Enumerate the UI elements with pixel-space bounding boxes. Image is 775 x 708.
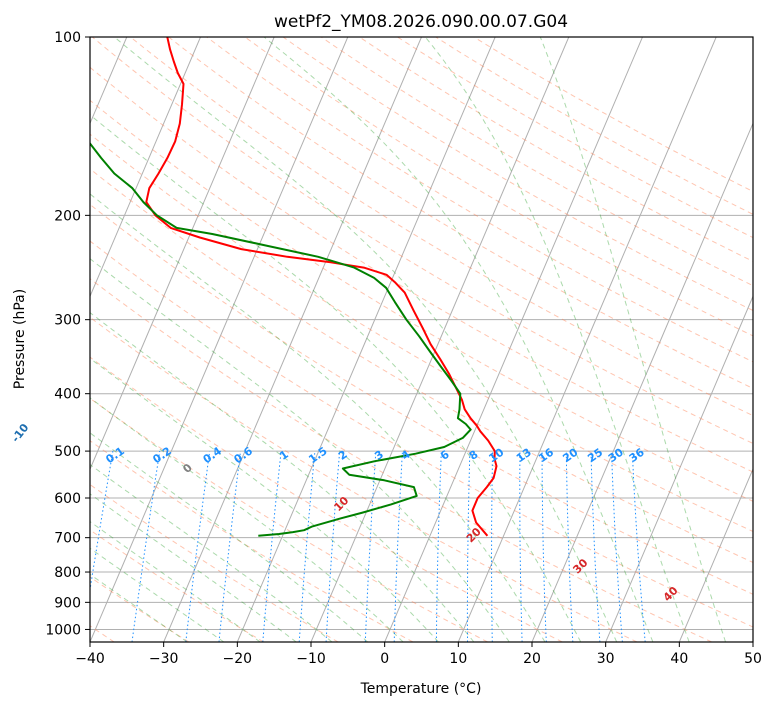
x-tick-label: 0: [380, 651, 389, 667]
dry-adiabat-line: [91, 37, 753, 445]
chart-title: wetPf2_YM08.2026.090.00.07.G04: [274, 12, 568, 32]
isotherm-line: [457, 37, 717, 642]
dry-adiabat-line: [90, 99, 753, 502]
moist-adiabat-line: [90, 357, 439, 642]
isotherm-line: [236, 37, 496, 642]
dry-adiabat-line: [90, 240, 753, 628]
isotherm-line: [605, 295, 753, 642]
y-tick-label: 800: [54, 565, 81, 581]
moist-adiabat-line: [90, 463, 333, 642]
moist-adiabat-line: [90, 397, 404, 642]
isotherm-line: [531, 122, 753, 642]
isotherm-line: [90, 37, 349, 642]
x-tick-label: −40: [75, 651, 105, 667]
mixing-ratio-line: [131, 451, 161, 642]
moist-adiabat-line: [114, 37, 618, 642]
x-tick-label: −30: [149, 651, 179, 667]
x-tick-label: −10: [296, 651, 326, 667]
moist-adiabat-line: [90, 573, 188, 642]
dry-adiabat-line: [90, 440, 414, 642]
dry-adiabat-line: [130, 37, 753, 417]
y-tick-label: 300: [54, 313, 81, 329]
mixing-ratio-line: [185, 451, 211, 642]
moist-adiabat-line: [90, 114, 582, 642]
reference-lines: [90, 37, 753, 642]
moist-adiabat-line: [90, 311, 475, 642]
y-tick-label: 700: [54, 531, 81, 547]
y-tick-label: 600: [54, 491, 81, 507]
y-tick-label: 500: [54, 444, 81, 460]
x-tick-label: 50: [744, 651, 762, 667]
moist-adiabat-line: [90, 258, 510, 642]
isotherm-line: [310, 37, 570, 642]
y-tick-label: 1000: [45, 622, 81, 638]
x-tick-label: 30: [597, 651, 615, 667]
isotherm-line: [90, 37, 275, 471]
axis-ticks: −40 −30 −20 −10 0 10 20 30 40 50 100 200 300 400 500 60…: [45, 30, 762, 667]
y-axis-label: Pressure (hPa): [12, 289, 28, 389]
dry-adiabat-line: [320, 37, 753, 287]
moist-adiabat-line: [90, 432, 368, 642]
moist-adiabat-line: [424, 37, 690, 642]
y-tick-label: 100: [54, 30, 81, 46]
plot-frame: [89, 36, 754, 643]
isotherm-line: [384, 37, 643, 642]
dry-adiabat-line: [282, 37, 753, 312]
dry-adiabat-line: [90, 278, 712, 642]
mixing-ratio-line: [218, 451, 241, 642]
x-tick-label: −20: [223, 651, 253, 667]
moist-adiabat-line: [90, 520, 261, 642]
dry-adiabat-line: [435, 37, 753, 215]
isotherm-line: [678, 467, 753, 642]
dry-adiabat-line: [90, 66, 753, 473]
profile-series: [90, 37, 498, 537]
mixing-ratio-line: [90, 451, 114, 594]
x-tick-label: 10: [449, 651, 467, 667]
dry-adiabat-line: [90, 483, 339, 642]
x-tick-label: 40: [670, 651, 688, 667]
temperature-profile-line: [145, 37, 498, 537]
isotherm-line: [163, 37, 422, 642]
dewpoint-profile-line: [90, 141, 472, 537]
y-tick-label: 200: [54, 208, 81, 224]
x-axis-label: Temperature (°C): [360, 681, 482, 697]
dry-adiabat-line: [206, 37, 753, 363]
isotherm-line: [90, 37, 201, 298]
moist-adiabat-line: [90, 547, 225, 642]
y-tick-label: 900: [54, 595, 81, 611]
dry-adiabat-line: [90, 133, 753, 533]
y-tick-label: 400: [54, 387, 81, 403]
x-tick-label: 20: [523, 651, 541, 667]
moist-adiabat-line: [263, 37, 654, 642]
dry-adiabat-line: [168, 37, 753, 389]
moist-adiabat-line: [539, 37, 726, 642]
moist-adiabat-line: [90, 193, 546, 642]
